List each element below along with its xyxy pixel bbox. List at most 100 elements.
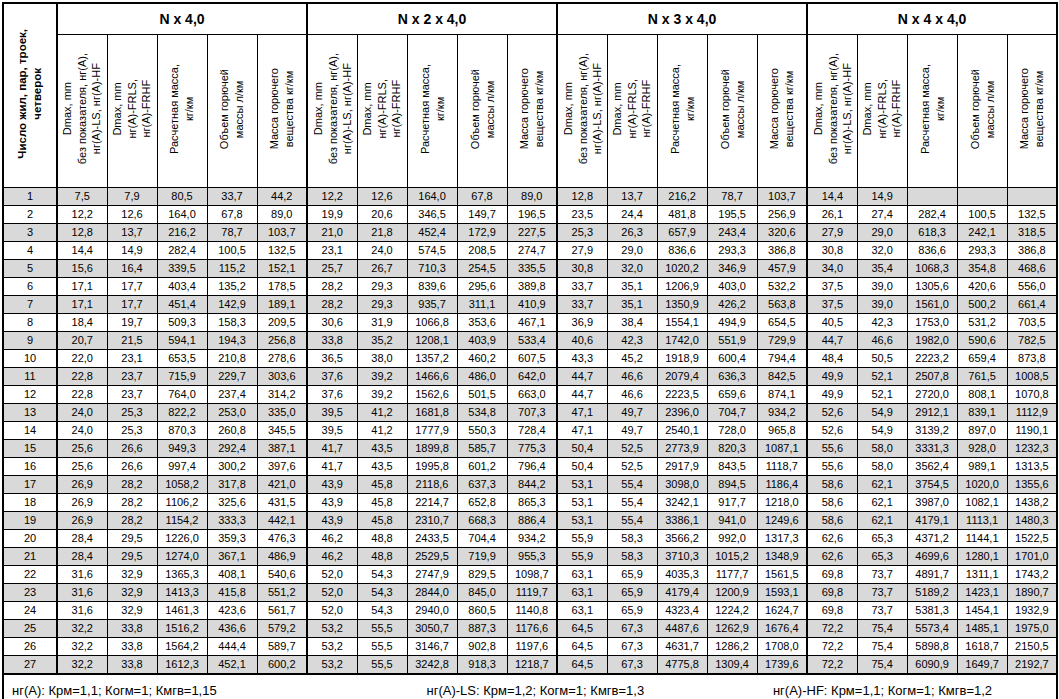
data-cell: 1274,0	[157, 548, 207, 566]
data-cell: 359,3	[207, 530, 257, 548]
data-cell: 1454,1	[957, 602, 1007, 620]
data-cell: 26,6	[107, 440, 157, 458]
data-cell: 7,5	[57, 188, 107, 206]
data-cell: 58,3	[607, 548, 657, 566]
data-cell: 42,3	[857, 314, 907, 332]
data-cell: 918,3	[457, 656, 507, 675]
data-cell: 55,5	[357, 656, 407, 675]
data-cell: 353,6	[457, 314, 507, 332]
row-number-cell: 26	[3, 638, 57, 656]
table-row: 1926,928,21154,2333,3442,143,945,82310,7…	[3, 512, 1057, 530]
data-cell: 2433,5	[407, 530, 457, 548]
data-cell: 467,1	[507, 314, 557, 332]
data-cell: 24,4	[607, 206, 657, 224]
data-cell: 761,5	[957, 368, 1007, 386]
col-header-calc-mass: Расчетная масса, кг/км	[407, 35, 457, 188]
data-cell: 870,3	[157, 422, 207, 440]
data-cell: 1176,6	[507, 620, 557, 638]
data-cell: 53,1	[557, 512, 607, 530]
row-number-cell: 8	[3, 314, 57, 332]
data-cell: 426,2	[707, 296, 757, 314]
data-cell: 33,8	[107, 638, 157, 656]
data-cell: 18,4	[57, 314, 107, 332]
col-header-flammable-mass: Масса горючего вещества кг/км	[507, 35, 557, 188]
data-cell: 820,3	[707, 440, 757, 458]
data-cell: 1561,0	[907, 296, 957, 314]
data-cell: 158,3	[207, 314, 257, 332]
data-cell: 33,8	[107, 656, 157, 675]
data-cell: 845,0	[457, 584, 507, 602]
corner-header-label: Число жил, пар, троек, четверок	[15, 29, 45, 159]
data-cell: 1562,6	[407, 386, 457, 404]
data-cell: 1232,3	[1007, 440, 1057, 458]
data-cell: 534,8	[457, 404, 507, 422]
data-cell: 24,0	[57, 422, 107, 440]
data-cell: 4179,1	[907, 512, 957, 530]
data-cell: 1612,3	[157, 656, 207, 675]
data-cell: 1522,5	[1007, 530, 1057, 548]
data-cell: 282,4	[157, 242, 207, 260]
data-cell: 1280,1	[957, 548, 1007, 566]
data-cell: 55,4	[607, 512, 657, 530]
data-cell: 28,4	[57, 530, 107, 548]
data-cell: 1365,3	[157, 566, 207, 584]
data-cell: 1068,3	[907, 260, 957, 278]
data-cell: 72,2	[807, 656, 857, 675]
data-cell: 12,8	[557, 188, 607, 206]
data-cell: 997,4	[157, 458, 207, 476]
data-cell: 314,2	[257, 386, 307, 404]
data-cell: 135,2	[207, 278, 257, 296]
data-cell: 421,0	[257, 476, 307, 494]
data-cell: 35,2	[357, 332, 407, 350]
data-cell: 1206,9	[657, 278, 707, 296]
data-cell: 704,4	[457, 530, 507, 548]
data-cell: 58,6	[807, 512, 857, 530]
col-header-calc-mass: Расчетная масса, кг/км	[907, 35, 957, 188]
data-cell: 1305,6	[907, 278, 957, 296]
data-cell: 408,1	[207, 566, 257, 584]
data-cell: 949,3	[157, 440, 207, 458]
col-header-flammable-mass: Масса горючего вещества кг/км	[1007, 35, 1057, 188]
data-cell: 72,2	[807, 620, 857, 638]
data-cell: 325,6	[207, 494, 257, 512]
data-cell: 103,7	[757, 188, 807, 206]
data-cell: 637,3	[457, 476, 507, 494]
data-cell: 62,1	[857, 494, 907, 512]
data-cell: 1286,2	[707, 638, 757, 656]
data-cell: 436,6	[207, 620, 257, 638]
data-cell: 345,5	[257, 422, 307, 440]
data-cell: 19,7	[107, 314, 157, 332]
row-number-cell: 6	[3, 278, 57, 296]
coef-note-ngA-LS: нг(A)-LS: Крм=1,2; Когм=1; Кмгв=1,3	[362, 683, 709, 698]
data-cell: 403,4	[157, 278, 207, 296]
group-header-nx4: N x 4,0	[57, 3, 307, 35]
data-cell: 295,6	[457, 278, 507, 296]
data-cell: 69,8	[807, 566, 857, 584]
data-cell: 719,9	[457, 548, 507, 566]
row-number-cell: 27	[3, 656, 57, 675]
col-header-flammable-volume: Объем горючей массы л/км	[207, 35, 257, 188]
data-cell: 67,3	[607, 656, 657, 675]
data-cell: 844,2	[507, 476, 557, 494]
data-cell: 216,2	[657, 188, 707, 206]
data-cell: 618,3	[907, 224, 957, 242]
data-cell: 533,4	[507, 332, 557, 350]
data-cell: 710,3	[407, 260, 457, 278]
data-cell: 14,4	[807, 188, 857, 206]
data-cell: 25,6	[57, 458, 107, 476]
data-cell: 33,7	[557, 296, 607, 314]
data-cell: 873,8	[1007, 350, 1057, 368]
data-cell: 451,4	[157, 296, 207, 314]
data-cell: 3242,1	[657, 494, 707, 512]
data-cell: 1438,2	[1007, 494, 1057, 512]
data-cell: 54,9	[857, 404, 907, 422]
data-cell: 317,8	[207, 476, 257, 494]
data-cell: 2917,9	[657, 458, 707, 476]
data-cell: 1480,3	[1007, 512, 1057, 530]
table-row: 1022,023,1653,5210,8278,636,538,01357,24…	[3, 350, 1057, 368]
data-cell: 46,6	[607, 368, 657, 386]
data-cell: 728,4	[507, 422, 557, 440]
data-cell: 836,6	[907, 242, 957, 260]
data-cell: 894,5	[707, 476, 757, 494]
data-cell: 1701,0	[1007, 548, 1057, 566]
